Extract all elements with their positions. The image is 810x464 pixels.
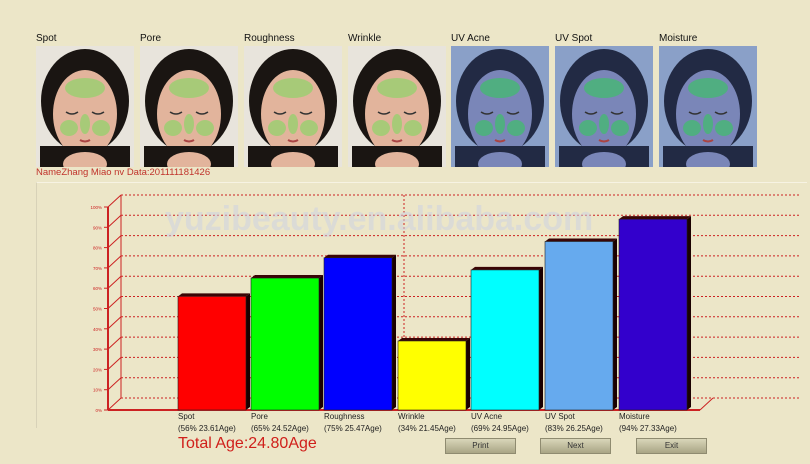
bar-wrinkle: [397, 340, 467, 411]
y-tick-label: 40%: [93, 327, 102, 332]
y-tick-label: 90%: [93, 225, 102, 230]
thumbnail-label: Roughness: [244, 33, 295, 44]
chart-panel: [36, 182, 807, 428]
bar-uv-spot: [544, 241, 614, 411]
y-tick-label: 100%: [90, 205, 102, 210]
thumbnail-pore[interactable]: Pore: [140, 32, 238, 167]
bar-top: [471, 266, 543, 270]
value-label: (94% 27.33Age): [619, 424, 677, 433]
category-label: Wrinkle: [398, 412, 425, 421]
bar-top: [178, 293, 250, 297]
y-tick-label: 10%: [93, 388, 102, 393]
bar-spot: [177, 296, 247, 411]
thumbnail-label: Moisture: [659, 33, 698, 44]
tick-diagonal: [107, 336, 122, 350]
bar-side: [539, 266, 543, 410]
thumbnail-spot[interactable]: Spot: [36, 32, 134, 167]
bar-moisture: [618, 218, 688, 411]
patient-info: NameZhang Miao nv Data:201111181426: [36, 167, 211, 178]
bar-side: [319, 275, 323, 410]
thumbnail-roughness[interactable]: Roughness: [244, 32, 342, 167]
face-image: [555, 46, 653, 167]
total-age: Total Age:24.80Age: [178, 435, 317, 452]
thumbnail-label: Wrinkle: [348, 33, 382, 44]
bar-side: [613, 238, 617, 410]
exit-button[interactable]: Exit: [636, 438, 707, 454]
tick-diagonal: [107, 194, 122, 208]
tick-diagonal: [107, 296, 122, 309]
thumbnail-wrinkle[interactable]: Wrinkle: [348, 32, 446, 167]
category-label: UV Acne: [471, 412, 503, 421]
bar-top: [619, 216, 691, 220]
thumbnail-label: Spot: [36, 33, 57, 44]
y-tick-label: 70%: [93, 266, 102, 271]
face-image: [244, 46, 342, 167]
face-image: [451, 46, 549, 167]
y-tick-label: 50%: [93, 307, 102, 312]
y-tick-label: 20%: [93, 367, 102, 372]
thumbnail-uv-acne[interactable]: UV Acne: [451, 32, 549, 167]
bar-top: [545, 238, 617, 242]
thumbnail-label: UV Acne: [451, 33, 490, 44]
watermark: yuzibeauty.en.alibaba.com: [165, 200, 594, 238]
face-image: [36, 46, 134, 167]
tick-diagonal: [107, 214, 122, 228]
face-image: [348, 46, 446, 167]
face-image: [140, 46, 238, 167]
print-button[interactable]: Print: [445, 438, 516, 454]
face-image: [659, 46, 757, 167]
bar-side: [246, 293, 250, 410]
thumbnail-moisture[interactable]: Moisture: [659, 32, 757, 167]
bar-uv-acne: [470, 269, 540, 411]
category-label: UV Spot: [545, 412, 575, 421]
tick-diagonal: [107, 397, 122, 411]
bar-top: [324, 254, 396, 258]
value-label: (83% 26.25Age): [545, 424, 603, 433]
bar-side: [466, 337, 470, 410]
y-tick-label: 60%: [93, 286, 102, 291]
value-label: (65% 24.52Age): [251, 424, 309, 433]
thumbnail-uv-spot[interactable]: UV Spot: [555, 32, 653, 167]
tick-diagonal: [107, 357, 122, 370]
bar-top: [251, 275, 323, 279]
x-axis-depth: [699, 397, 714, 411]
bar-side: [392, 254, 396, 410]
value-label: (34% 21.45Age): [398, 424, 456, 433]
tick-diagonal: [107, 235, 122, 248]
y-tick-label: 0%: [95, 408, 102, 413]
thumbnail-label: UV Spot: [555, 33, 593, 44]
category-label: Roughness: [324, 412, 365, 421]
category-label: Moisture: [619, 412, 650, 421]
tick-diagonal: [107, 255, 122, 269]
tick-diagonal: [107, 377, 122, 391]
bar-pore: [250, 277, 320, 411]
y-tick-label: 30%: [93, 347, 102, 352]
bar-top: [398, 337, 470, 341]
thumbnail-label: Pore: [140, 33, 162, 44]
y-tick-label: 80%: [93, 246, 102, 251]
value-label: (69% 24.95Age): [471, 424, 529, 433]
tick-diagonal: [107, 316, 122, 330]
category-label: Pore: [251, 412, 268, 421]
value-label: (56% 23.61Age): [178, 424, 236, 433]
tick-diagonal: [107, 275, 122, 289]
next-button[interactable]: Next: [540, 438, 611, 454]
bar-roughness: [323, 257, 393, 411]
value-label: (75% 25.47Age): [324, 424, 382, 433]
bar-side: [687, 216, 691, 410]
category-label: Spot: [178, 412, 195, 421]
